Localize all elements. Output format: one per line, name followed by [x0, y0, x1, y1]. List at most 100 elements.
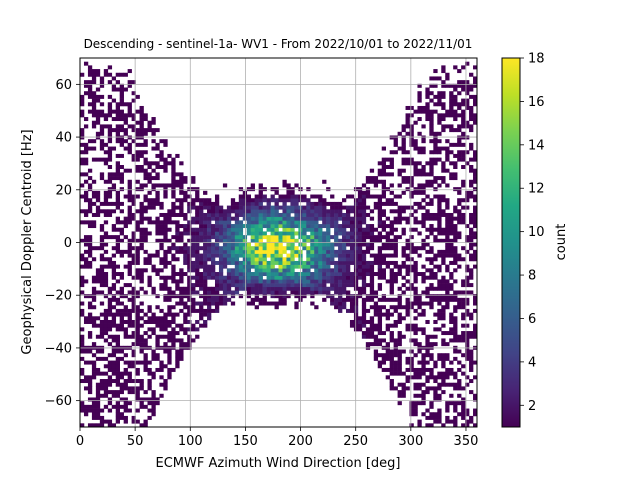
heatmap-cell [322, 272, 327, 277]
heatmap-cell [433, 342, 438, 347]
heatmap-cell [282, 294, 287, 299]
heatmap-cell [465, 150, 470, 155]
heatmap-cell [377, 327, 383, 332]
heatmap-cell [246, 294, 252, 299]
heatmap-cell [286, 187, 291, 192]
heatmap-cell [80, 334, 85, 339]
heatmap-cell [425, 286, 430, 291]
heatmap-cell [421, 327, 426, 332]
heatmap-cell [107, 408, 113, 413]
heatmap-cell [334, 201, 339, 206]
heatmap-cell [306, 279, 311, 284]
heatmap-cell [437, 139, 442, 144]
heatmap-cell [409, 323, 414, 328]
heatmap-cell [167, 349, 172, 354]
heatmap-cell [234, 286, 240, 291]
heatmap-cell [377, 216, 383, 221]
heatmap-cell [254, 294, 259, 299]
heatmap-cell [135, 128, 140, 133]
heatmap-cell [401, 190, 406, 195]
heatmap-cell [226, 220, 232, 225]
heatmap-cell [87, 423, 93, 427]
heatmap-cell [191, 242, 196, 247]
heatmap-cell [461, 80, 466, 85]
heatmap-cell [465, 235, 470, 240]
heatmap-cell [242, 246, 248, 251]
heatmap-cell [429, 109, 434, 114]
heatmap-cell [91, 190, 97, 195]
heatmap-cell [449, 367, 454, 372]
heatmap-cell [425, 301, 430, 306]
heatmap-cell [345, 279, 351, 284]
heatmap-cell [302, 260, 307, 265]
heatmap-cell [326, 209, 331, 214]
heatmap-cell [246, 212, 252, 217]
heatmap-cell [143, 331, 148, 336]
heatmap-cell [171, 367, 176, 372]
heatmap-cell [334, 238, 339, 243]
heatmap-cell [203, 231, 208, 236]
heatmap-cell [369, 275, 375, 280]
heatmap-cell [441, 249, 446, 254]
heatmap-cell [397, 268, 402, 273]
heatmap-cell [147, 382, 152, 387]
heatmap-cell [191, 275, 196, 280]
heatmap-cell [183, 176, 188, 181]
heatmap-cell [421, 220, 426, 225]
heatmap-cell [171, 235, 176, 240]
heatmap-cell [254, 290, 259, 295]
heatmap-cell [377, 268, 383, 273]
heatmap-cell [473, 216, 477, 221]
heatmap-cell [262, 283, 267, 288]
heatmap-cell [179, 209, 184, 214]
heatmap-cell [441, 305, 446, 310]
heatmap-cell [290, 194, 295, 199]
heatmap-cell [409, 264, 414, 269]
heatmap-cell [258, 201, 263, 206]
heatmap-cell [119, 290, 124, 295]
heatmap-cell [266, 246, 271, 251]
heatmap-cell [119, 72, 124, 77]
heatmap-cell [369, 283, 375, 288]
heatmap-cell [207, 286, 212, 291]
heatmap-cell [401, 227, 406, 232]
heatmap-cell [457, 91, 462, 96]
heatmap-cell [159, 268, 164, 273]
heatmap-cell [397, 272, 402, 277]
heatmap-cell [123, 283, 128, 288]
heatmap-cell [377, 198, 383, 203]
heatmap-cell [195, 260, 200, 265]
heatmap-cell [302, 275, 307, 280]
heatmap-cell [80, 253, 85, 258]
heatmap-cell [107, 379, 113, 384]
heatmap-cell [413, 246, 418, 251]
heatmap-cell [361, 220, 367, 225]
heatmap-cell [338, 264, 343, 269]
heatmap-cell [413, 323, 418, 328]
heatmap-cell [207, 198, 212, 203]
heatmap-cell [107, 146, 113, 151]
heatmap-cell [135, 360, 140, 365]
heatmap-cell [433, 76, 438, 81]
heatmap-cell [115, 419, 120, 424]
heatmap-cell [91, 139, 97, 144]
heatmap-cell [139, 308, 144, 313]
heatmap-cell [95, 72, 101, 77]
heatmap-cell [369, 342, 375, 347]
heatmap-cell [115, 194, 120, 199]
heatmap-cell [270, 301, 275, 306]
heatmap-cell [429, 375, 434, 380]
heatmap-cell [453, 331, 458, 336]
heatmap-cell [107, 382, 113, 387]
heatmap-cell [254, 253, 259, 258]
heatmap-cell [95, 323, 101, 328]
heatmap-cell [357, 260, 363, 265]
heatmap-cell [159, 220, 164, 225]
heatmap-cell [254, 212, 259, 217]
heatmap-cell [87, 379, 93, 384]
heatmap-cell [429, 412, 434, 417]
heatmap-cell [211, 272, 216, 277]
heatmap-cell [266, 224, 271, 229]
heatmap-cell [397, 146, 402, 151]
heatmap-cell [417, 375, 422, 380]
